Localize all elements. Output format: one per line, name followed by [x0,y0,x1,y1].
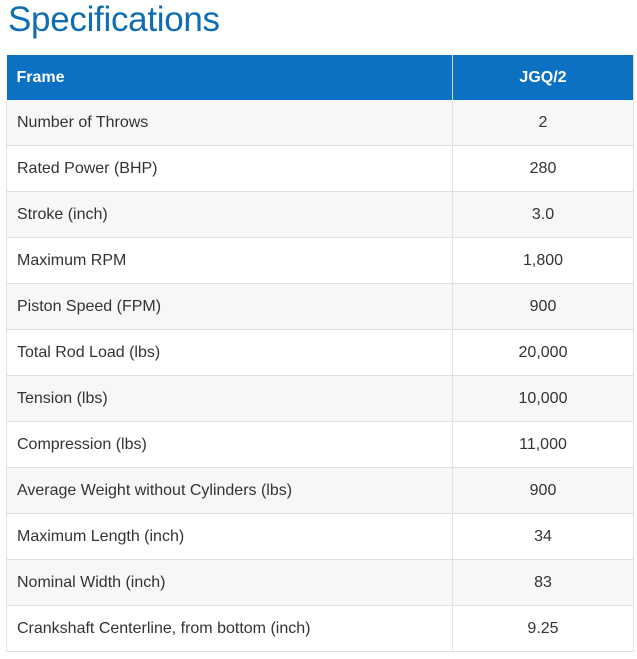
header-frame: Frame [6,55,453,100]
row-value: 83 [452,559,634,606]
header-model: JGQ/2 [452,55,634,100]
table-row: Piston Speed (FPM) 900 [6,283,634,330]
specifications-table: Frame JGQ/2 Number of Throws 2 Rated Pow… [6,55,634,652]
row-label: Piston Speed (FPM) [6,283,453,330]
row-label: Maximum Length (inch) [6,513,453,560]
table-row: Number of Throws 2 [6,100,634,146]
table-row: Compression (lbs) 11,000 [6,421,634,468]
table-row: Maximum RPM 1,800 [6,237,634,284]
row-value: 900 [452,467,634,514]
row-label: Stroke (inch) [6,191,453,238]
row-label: Nominal Width (inch) [6,559,453,606]
page-title: Specifications [8,0,220,39]
row-label: Tension (lbs) [6,375,453,422]
row-value: 20,000 [452,329,634,376]
table-header-row: Frame JGQ/2 [6,55,634,100]
table-row: Tension (lbs) 10,000 [6,375,634,422]
row-label: Total Rod Load (lbs) [6,329,453,376]
row-label: Number of Throws [6,100,453,146]
row-value: 10,000 [452,375,634,422]
table-row: Rated Power (BHP) 280 [6,145,634,192]
row-label: Compression (lbs) [6,421,453,468]
row-label: Rated Power (BHP) [6,145,453,192]
row-label: Maximum RPM [6,237,453,284]
row-value: 9.25 [452,605,634,652]
table-row: Total Rod Load (lbs) 20,000 [6,329,634,376]
table-row: Crankshaft Centerline, from bottom (inch… [6,605,634,652]
table-row: Maximum Length (inch) 34 [6,513,634,560]
row-value: 34 [452,513,634,560]
row-value: 3.0 [452,191,634,238]
row-label: Crankshaft Centerline, from bottom (inch… [6,605,453,652]
table-row: Average Weight without Cylinders (lbs) 9… [6,467,634,514]
row-value: 280 [452,145,634,192]
row-value: 1,800 [452,237,634,284]
row-label: Average Weight without Cylinders (lbs) [6,467,453,514]
table-row: Nominal Width (inch) 83 [6,559,634,606]
table-row: Stroke (inch) 3.0 [6,191,634,238]
row-value: 2 [452,100,634,146]
row-value: 900 [452,283,634,330]
row-value: 11,000 [452,421,634,468]
